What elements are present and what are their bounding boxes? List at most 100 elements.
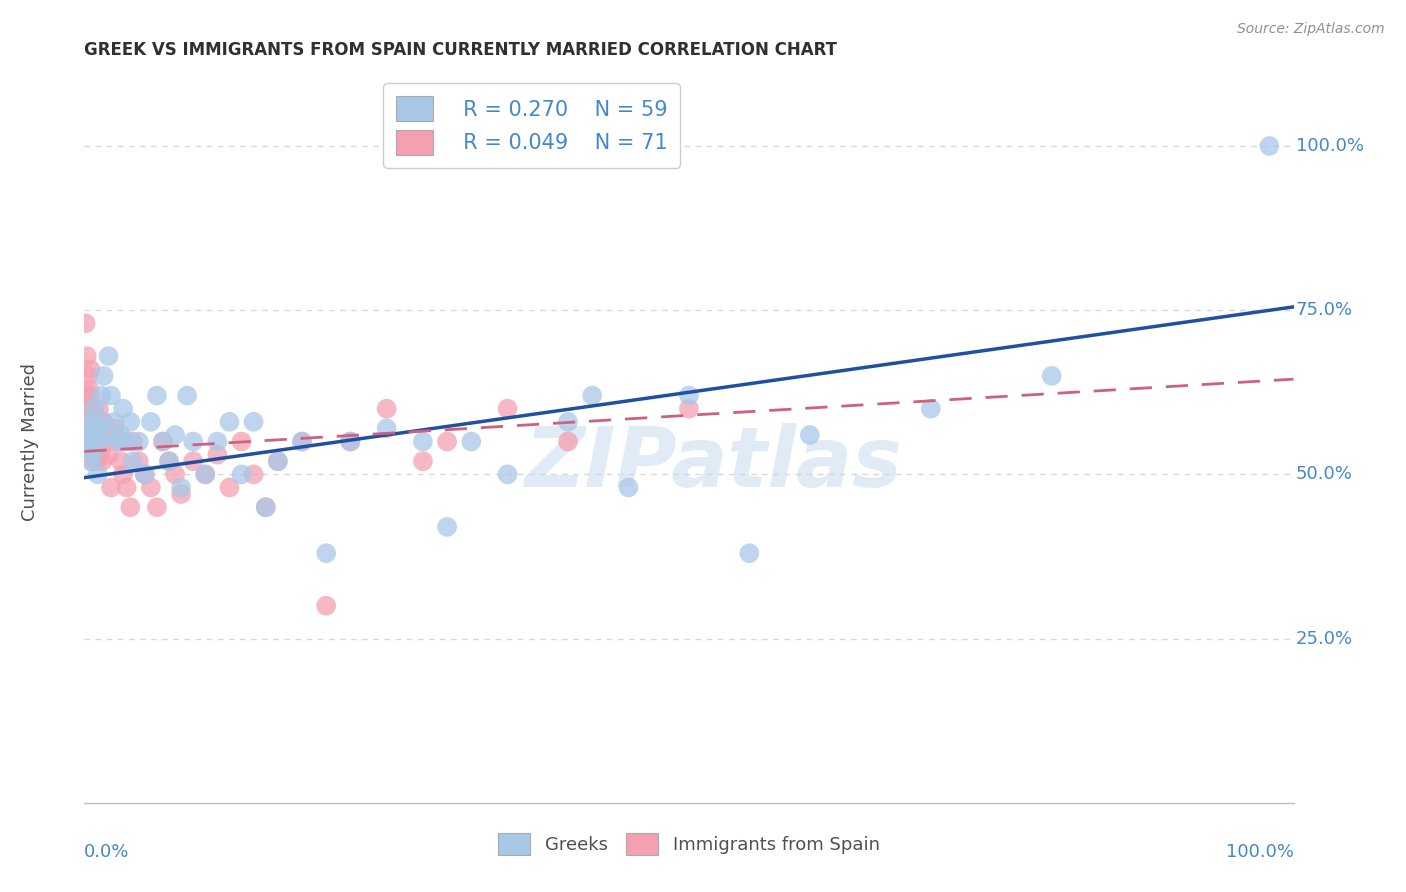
Point xyxy=(97,349,120,363)
Point xyxy=(97,448,120,462)
Point xyxy=(75,441,97,455)
Point xyxy=(82,448,104,462)
Point xyxy=(86,467,108,482)
Point xyxy=(87,448,110,462)
Point xyxy=(128,454,150,468)
Point xyxy=(254,500,277,515)
Point xyxy=(77,441,100,455)
Point xyxy=(77,368,100,383)
Point xyxy=(339,434,361,449)
Point xyxy=(77,415,100,429)
Point xyxy=(77,421,100,435)
Point xyxy=(75,434,97,449)
Point xyxy=(87,434,110,449)
Point xyxy=(120,415,142,429)
Text: 75.0%: 75.0% xyxy=(1296,301,1353,319)
Point xyxy=(207,448,229,462)
Point xyxy=(436,434,458,449)
Point xyxy=(181,454,204,468)
Point xyxy=(267,454,290,468)
Point xyxy=(89,421,111,435)
Point xyxy=(207,434,229,449)
Point xyxy=(77,401,100,416)
Text: 100.0%: 100.0% xyxy=(1226,843,1294,861)
Point xyxy=(170,481,193,495)
Point xyxy=(1040,368,1063,383)
Point xyxy=(557,415,579,429)
Point xyxy=(339,434,361,449)
Point xyxy=(134,467,156,482)
Point xyxy=(412,434,434,449)
Point xyxy=(181,434,204,449)
Point xyxy=(678,388,700,402)
Point xyxy=(86,415,108,429)
Point xyxy=(557,434,579,449)
Point xyxy=(146,388,169,402)
Point xyxy=(84,421,107,435)
Point xyxy=(79,434,101,449)
Point xyxy=(82,434,104,449)
Text: 50.0%: 50.0% xyxy=(1296,466,1353,483)
Point xyxy=(218,415,240,429)
Point xyxy=(218,481,240,495)
Point xyxy=(242,467,264,482)
Point xyxy=(678,401,700,416)
Point xyxy=(82,415,104,429)
Point xyxy=(799,428,821,442)
Point xyxy=(139,415,162,429)
Point xyxy=(77,382,100,396)
Point xyxy=(460,434,482,449)
Point xyxy=(121,434,143,449)
Point xyxy=(86,421,108,435)
Point xyxy=(110,454,132,468)
Point xyxy=(738,546,761,560)
Point xyxy=(170,487,193,501)
Point xyxy=(315,546,337,560)
Text: GREEK VS IMMIGRANTS FROM SPAIN CURRENTLY MARRIED CORRELATION CHART: GREEK VS IMMIGRANTS FROM SPAIN CURRENTLY… xyxy=(84,41,838,59)
Point xyxy=(76,421,98,435)
Point xyxy=(128,434,150,449)
Point xyxy=(146,500,169,515)
Point xyxy=(617,481,640,495)
Point xyxy=(165,467,187,482)
Point xyxy=(112,401,135,416)
Text: ZIPatlas: ZIPatlas xyxy=(524,423,903,504)
Point xyxy=(83,401,105,416)
Point xyxy=(496,401,519,416)
Point xyxy=(86,454,108,468)
Point xyxy=(231,434,253,449)
Point xyxy=(231,467,253,482)
Point xyxy=(87,401,110,416)
Point xyxy=(80,448,103,462)
Point xyxy=(120,500,142,515)
Point xyxy=(242,415,264,429)
Point xyxy=(86,428,108,442)
Point xyxy=(76,428,98,442)
Point xyxy=(176,388,198,402)
Point xyxy=(115,434,138,449)
Point xyxy=(112,467,135,482)
Point xyxy=(91,415,114,429)
Point xyxy=(75,316,97,330)
Point xyxy=(82,454,104,468)
Point xyxy=(110,428,132,442)
Point xyxy=(412,454,434,468)
Point xyxy=(77,434,100,449)
Point xyxy=(83,401,105,416)
Point xyxy=(134,467,156,482)
Point xyxy=(194,467,217,482)
Text: Currently Married: Currently Married xyxy=(21,362,39,521)
Point xyxy=(315,599,337,613)
Point xyxy=(139,481,162,495)
Point xyxy=(104,415,127,429)
Point xyxy=(93,415,115,429)
Point xyxy=(165,428,187,442)
Point xyxy=(90,441,112,455)
Point xyxy=(920,401,942,416)
Point xyxy=(80,421,103,435)
Point xyxy=(91,454,114,468)
Text: 25.0%: 25.0% xyxy=(1296,630,1353,648)
Point xyxy=(152,434,174,449)
Point xyxy=(121,454,143,468)
Point xyxy=(436,520,458,534)
